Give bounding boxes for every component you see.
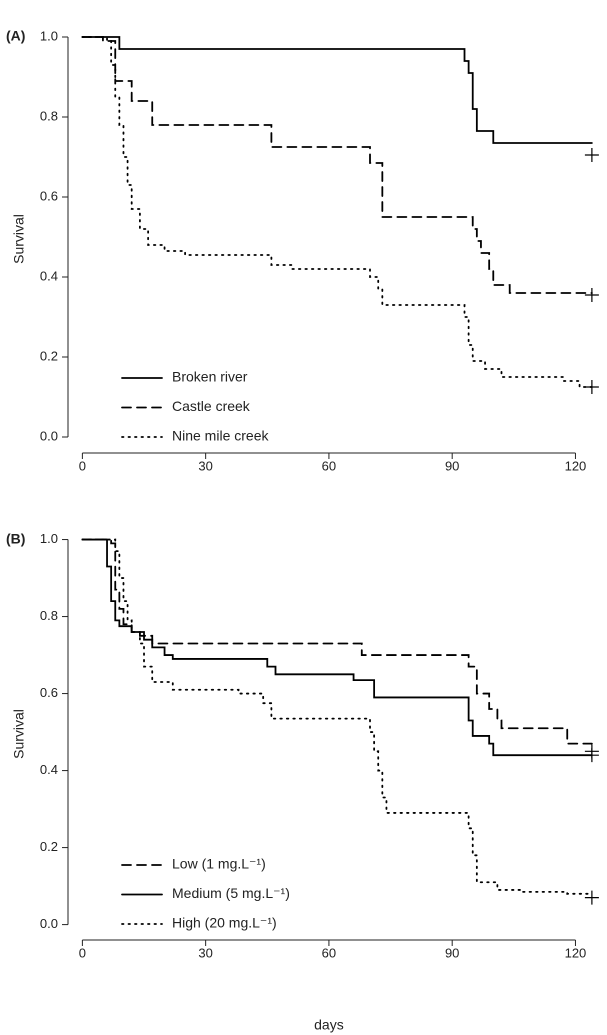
legend-label: Castle creek: [172, 398, 251, 414]
y-tick-label: 0.2: [40, 348, 58, 363]
y-tick-label: 0.4: [40, 268, 58, 283]
x-tick-label: 60: [322, 458, 336, 473]
legend-label: Broken river: [172, 369, 248, 385]
x-tick-label: 60: [322, 945, 336, 960]
y-tick-label: 0.6: [40, 188, 58, 203]
censor-mark: [584, 748, 599, 763]
x-tick-label: 30: [198, 458, 212, 473]
survival-curve: [81, 538, 593, 757]
y-tick-label: 0.4: [40, 762, 58, 777]
y-axis-label: Survival: [11, 709, 27, 759]
y-tick-label: 0.8: [40, 608, 58, 623]
x-tick-label: 0: [79, 458, 86, 473]
survival-curve: [81, 36, 593, 294]
y-tick-label: 0.2: [40, 839, 58, 854]
survival-curve: [81, 36, 593, 144]
x-tick-label: 30: [198, 945, 212, 960]
y-tick-label: 0.0: [40, 428, 58, 443]
censor-mark: [584, 148, 599, 162]
censor-mark: [584, 890, 599, 905]
x-axis-label: days: [314, 1017, 344, 1033]
x-tick-label: 0: [79, 945, 86, 960]
y-tick-label: 1.0: [40, 531, 58, 546]
x-tick-label: 90: [445, 945, 459, 960]
y-tick-label: 1.0: [40, 28, 58, 43]
x-tick-label: 90: [445, 458, 459, 473]
y-tick-label: 0.0: [40, 916, 58, 931]
y-axis-label: Survival: [11, 214, 27, 264]
panel-label: (A): [6, 28, 25, 44]
y-tick-label: 0.6: [40, 685, 58, 700]
panel-label: (B): [6, 530, 25, 546]
censor-mark: [584, 288, 599, 302]
survival-curve: [81, 538, 593, 895]
legend-label: Medium (5 mg.L⁻¹): [172, 885, 290, 901]
legend-label: High (20 mg.L⁻¹): [172, 915, 277, 931]
legend-label: Nine mile creek: [172, 428, 269, 444]
censor-mark: [584, 380, 599, 394]
survival-curve: [81, 538, 593, 745]
x-tick-label: 120: [565, 458, 587, 473]
legend-label: Low (1 mg.L⁻¹): [172, 856, 266, 872]
x-tick-label: 120: [565, 945, 587, 960]
y-tick-label: 0.8: [40, 108, 58, 123]
survival-curve: [81, 36, 593, 388]
